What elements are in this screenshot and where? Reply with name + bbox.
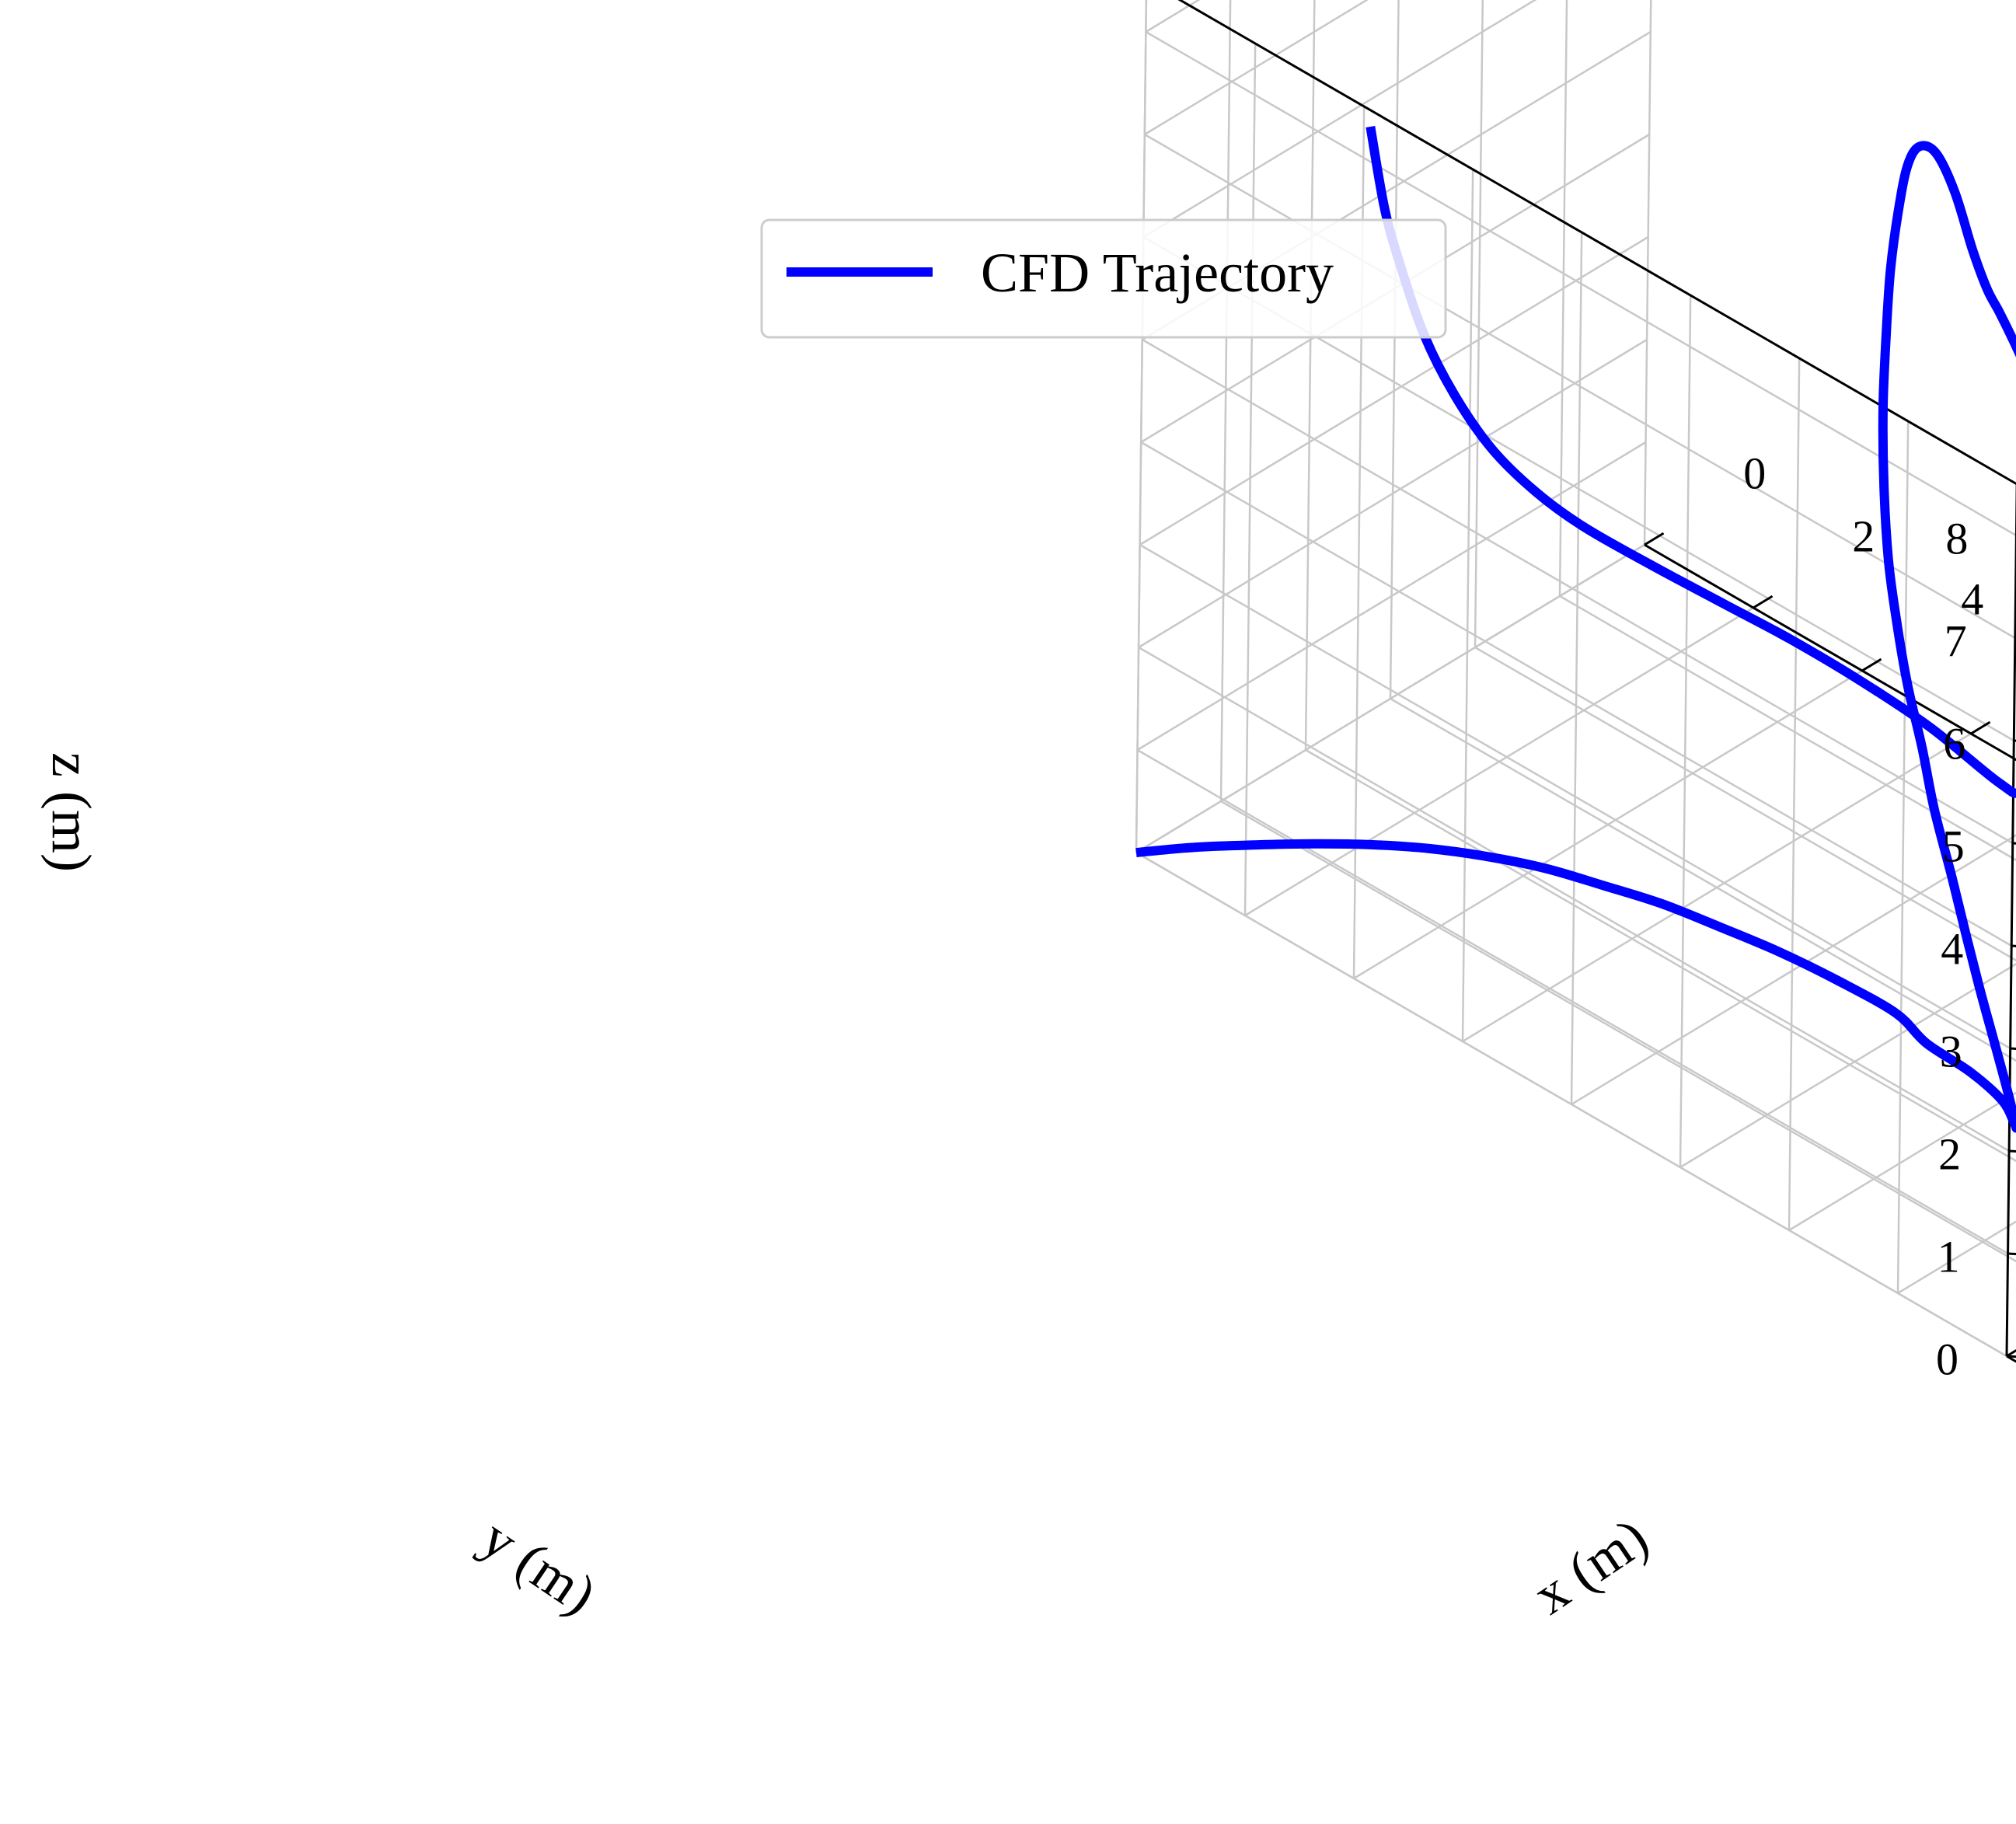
z-tick-label: 3 bbox=[1940, 1026, 1962, 1076]
x-axis-line bbox=[1644, 543, 2016, 762]
grid-line bbox=[1305, 748, 2016, 1163]
z-tick bbox=[2009, 1149, 2016, 1153]
grid-line bbox=[1570, 232, 1583, 1105]
grid-line bbox=[1139, 543, 2011, 1050]
grid-line bbox=[1219, 0, 1232, 802]
grid-line bbox=[1140, 441, 2012, 947]
x-tick bbox=[1970, 720, 1991, 735]
z-tick-label: 8 bbox=[1945, 513, 1968, 563]
z-tick-label: 0 bbox=[1936, 1334, 1958, 1384]
series-line-0 bbox=[1135, 125, 2016, 1133]
z-tick bbox=[2006, 1355, 2016, 1358]
grid-line bbox=[1142, 0, 1537, 239]
grid-line bbox=[1896, 420, 1910, 1294]
box-edge bbox=[1655, 0, 2016, 176]
z-axis-line bbox=[2005, 483, 2016, 1357]
z-tick bbox=[2007, 1252, 2016, 1256]
grid-line bbox=[1144, 0, 1369, 136]
y-axis-title: y (m) bbox=[471, 1506, 608, 1627]
legend-box bbox=[760, 218, 1447, 339]
grid-line bbox=[1679, 295, 1692, 1168]
z-tick-label: 2 bbox=[1938, 1128, 1961, 1179]
tick-labels: 024681012140−2−4−6−8−10−12012345678 bbox=[1743, 448, 1983, 1385]
x-axis-title: x (m) bbox=[1522, 1506, 1659, 1627]
grid-lines bbox=[1135, 0, 2016, 1358]
x-tick bbox=[1753, 595, 1774, 609]
box-edge bbox=[1177, 0, 2016, 486]
grid-line bbox=[1643, 0, 1652, 546]
grid-line bbox=[1788, 357, 1801, 1231]
axis-ticks bbox=[1644, 532, 2016, 1363]
series-layer bbox=[1135, 125, 2016, 1133]
grid-line bbox=[1474, 646, 2016, 962]
legend-label: CFD Trajectory bbox=[981, 242, 1334, 304]
z-tick-label: 7 bbox=[1944, 616, 1967, 666]
z-tick-label: 6 bbox=[1943, 718, 1965, 769]
y-tick bbox=[2006, 1355, 2016, 1363]
grid-line bbox=[1474, 0, 1484, 648]
grid-line bbox=[1559, 595, 2016, 862]
grid-line bbox=[1138, 338, 1648, 649]
z-tick-label: 1 bbox=[1938, 1231, 1960, 1282]
grid-line bbox=[1390, 697, 2016, 1062]
x-tick bbox=[1861, 657, 1882, 672]
grid-line bbox=[1558, 0, 1568, 597]
z-axis-title: z (m) bbox=[40, 752, 103, 872]
grid-line bbox=[1144, 133, 2016, 640]
axis-box-edges bbox=[1177, 0, 2016, 1358]
grid-line bbox=[1136, 748, 2009, 1255]
x-tick-label: 4 bbox=[1961, 574, 1983, 625]
x-tick-label: 2 bbox=[1852, 511, 1875, 562]
grid-line bbox=[1135, 0, 1148, 853]
z-tick bbox=[2010, 1047, 2016, 1050]
grid-line bbox=[1138, 646, 2010, 1153]
grid-line bbox=[1220, 800, 2016, 1263]
grid-line bbox=[1142, 338, 2014, 845]
legend: CFD Trajectory bbox=[760, 218, 1447, 339]
grid-line bbox=[1135, 851, 2007, 1358]
grid-line bbox=[1136, 441, 1647, 752]
z-tick-label: 4 bbox=[1941, 923, 1963, 974]
z-tick-label: 5 bbox=[1942, 821, 1965, 871]
grid-line bbox=[1243, 43, 1257, 916]
grid-line bbox=[1461, 169, 1474, 1042]
grid-line bbox=[1135, 543, 1645, 854]
grid-line bbox=[1145, 30, 2016, 537]
x-tick bbox=[1644, 532, 1665, 546]
grid-line bbox=[1139, 235, 1649, 546]
x-tick-label: 0 bbox=[1743, 448, 1766, 499]
